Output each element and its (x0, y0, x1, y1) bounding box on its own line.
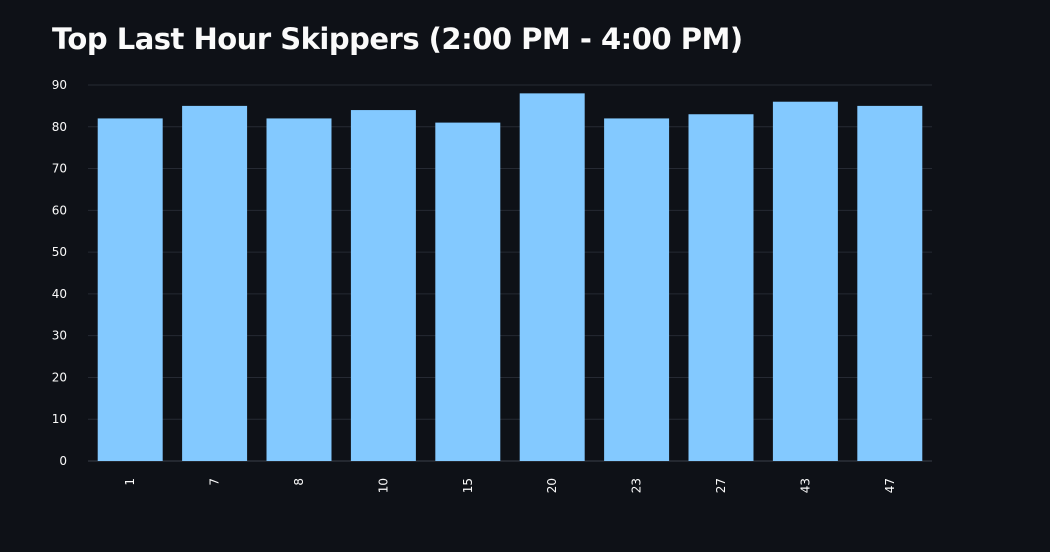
bar-23[interactable] (604, 118, 670, 461)
x-axis: 1 7 8 10 15 20 23 27 43 47 (123, 478, 897, 493)
x-tick-label: 47 (883, 478, 897, 493)
x-tick-label: 7 (208, 478, 222, 486)
page-title: Top Last Hour Skippers (2:00 PM - 4:00 P… (52, 22, 743, 56)
x-tick-label: 1 (123, 478, 137, 486)
bar-15[interactable] (435, 122, 501, 461)
y-tick-label: 20 (52, 370, 67, 384)
bar-27[interactable] (688, 114, 754, 461)
x-tick-label: 27 (714, 478, 728, 493)
bar-8[interactable] (266, 118, 332, 461)
y-tick-label: 50 (52, 245, 67, 259)
y-tick-label: 60 (52, 203, 67, 217)
y-tick-label: 80 (52, 120, 67, 134)
bar-47[interactable] (857, 105, 923, 461)
bars (97, 93, 923, 462)
x-tick-label: 23 (630, 478, 644, 493)
x-tick-label: 8 (292, 478, 306, 486)
bar-1[interactable] (97, 118, 163, 461)
y-tick-label: 10 (52, 412, 67, 426)
x-tick-label: 10 (376, 478, 390, 493)
bar-20[interactable] (519, 93, 585, 461)
bar-7[interactable] (182, 105, 248, 461)
x-tick-label: 43 (798, 478, 812, 493)
y-tick-label: 30 (52, 329, 67, 343)
bar-43[interactable] (772, 101, 838, 461)
y-tick-label: 90 (52, 78, 67, 92)
y-tick-label: 0 (59, 454, 67, 468)
y-tick-label: 40 (52, 287, 67, 301)
x-tick-label: 20 (545, 478, 559, 493)
y-axis: 0 10 20 30 40 50 60 70 80 90 (52, 78, 67, 468)
x-tick-label: 15 (461, 478, 475, 493)
y-tick-label: 70 (52, 162, 67, 176)
bar-10[interactable] (350, 110, 416, 462)
